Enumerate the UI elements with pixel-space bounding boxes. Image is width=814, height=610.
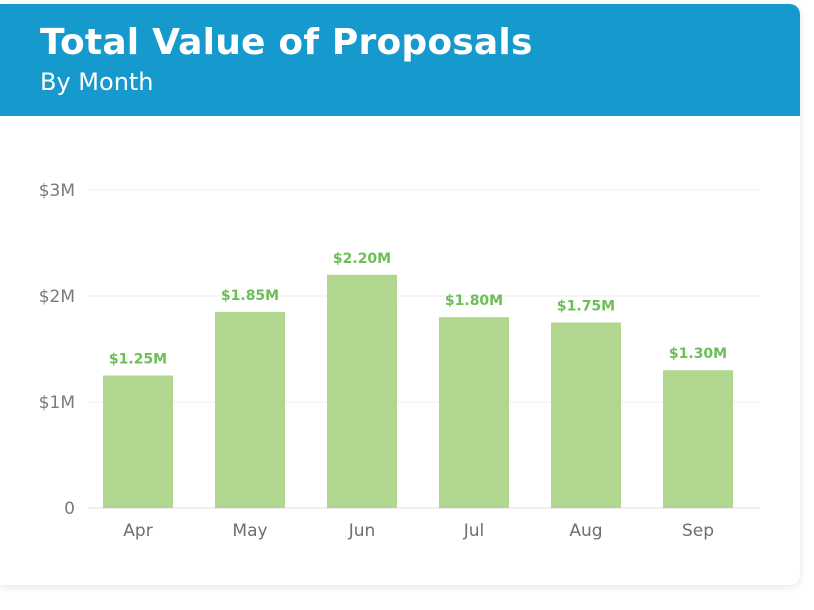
y-tick-label: $1M	[39, 393, 75, 413]
data-label: $2.20M	[333, 251, 391, 267]
y-tick-label: 0	[64, 499, 75, 519]
data-label: $1.30M	[669, 346, 727, 362]
chart-title: Total Value of Proposals	[40, 22, 533, 63]
data-label: $1.85M	[221, 288, 279, 304]
chart-subtitle: By Month	[40, 68, 154, 96]
x-tick-label: Aug	[569, 521, 602, 541]
x-tick-label: Jul	[463, 521, 485, 541]
bar-sep	[663, 370, 733, 508]
y-tick-label: $2M	[39, 287, 75, 307]
data-label: $1.25M	[109, 352, 167, 368]
bar-jul	[439, 317, 509, 508]
y-tick-label: $3M	[39, 181, 75, 201]
bar-aug	[551, 322, 621, 508]
bar-apr	[103, 375, 173, 508]
x-tick-label: Sep	[682, 521, 714, 541]
data-label: $1.80M	[445, 293, 503, 309]
x-tick-label: Jun	[348, 521, 376, 541]
x-tick-label: Apr	[123, 521, 152, 541]
data-label: $1.75M	[557, 299, 615, 315]
x-tick-label: May	[232, 521, 267, 541]
bar-jun	[327, 274, 397, 508]
card-header: Total Value of Proposals By Month	[0, 4, 800, 116]
bar-may	[215, 311, 285, 508]
